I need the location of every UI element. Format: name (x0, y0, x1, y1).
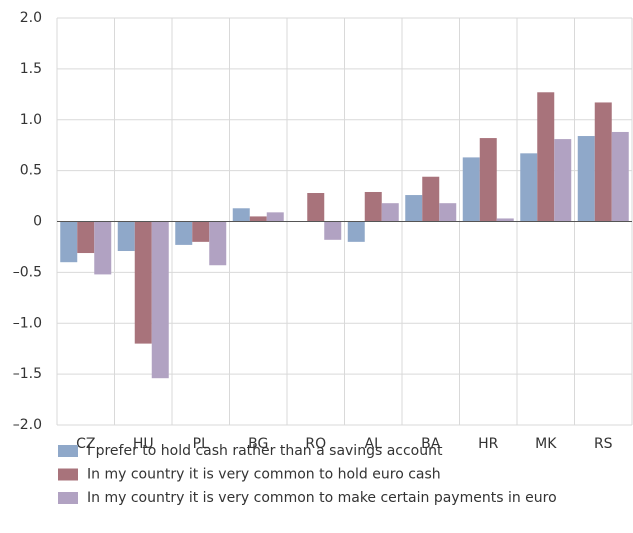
y-tick-label: –2.0 (13, 417, 42, 433)
bar (462, 157, 480, 222)
x-tick-label: RO (305, 436, 326, 452)
legend-swatch (58, 468, 78, 481)
bar (117, 221, 135, 252)
bar (381, 203, 399, 222)
bar (422, 176, 440, 222)
bar (594, 102, 612, 222)
x-tick-label: HU (133, 436, 154, 452)
bar (364, 191, 382, 222)
bar (496, 218, 514, 222)
bar (405, 195, 423, 222)
bar (307, 193, 325, 222)
x-tick-label: BG (248, 436, 268, 452)
x-tick-label: CZ (76, 436, 95, 452)
y-tick-label: 2.0 (20, 10, 42, 26)
bar (249, 216, 267, 222)
y-tick-label: –0.5 (13, 264, 42, 280)
x-tick-label: AL (365, 436, 383, 452)
y-tick-label: –1.0 (13, 315, 42, 331)
bar (232, 208, 250, 222)
bar (577, 136, 595, 222)
bar (60, 221, 78, 263)
bar (537, 92, 555, 222)
bar (192, 221, 210, 242)
x-tick-label: BA (421, 436, 441, 452)
y-tick-label: 0.5 (20, 163, 42, 179)
x-tick-label: MK (535, 436, 557, 452)
bar (520, 153, 538, 222)
bar (209, 221, 227, 266)
y-tick-label: 1.0 (20, 112, 42, 128)
bar (266, 212, 284, 222)
legend-swatch (58, 445, 78, 457)
x-tick-label: HR (478, 436, 499, 452)
legend-label: I prefer to hold cash rather than a savi… (87, 443, 443, 459)
y-tick-label: 1.5 (20, 61, 42, 77)
bar (347, 221, 365, 242)
legend-label: In my country it is very common to make … (87, 490, 557, 506)
y-tick-label: –1.5 (13, 366, 42, 382)
bar (554, 139, 572, 222)
bar (479, 138, 497, 222)
x-tick-label: PL (193, 436, 209, 452)
legend-swatch (58, 492, 78, 504)
bar (94, 221, 112, 275)
legend-label: In my country it is very common to hold … (87, 467, 441, 483)
x-tick-label: RS (594, 436, 613, 452)
bar (175, 221, 193, 245)
bar (134, 221, 152, 344)
bar (77, 221, 95, 254)
y-tick-label: 0 (33, 214, 42, 230)
bar (439, 203, 457, 222)
bar (611, 131, 629, 222)
bar (324, 221, 342, 240)
bar (151, 221, 169, 379)
